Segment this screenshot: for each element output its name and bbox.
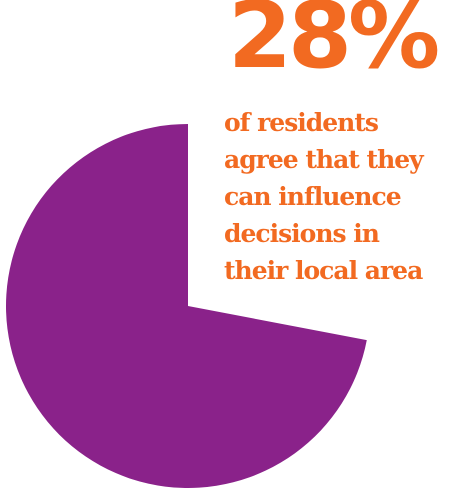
pie-slice (6, 124, 367, 488)
caption-line: decisions in (224, 219, 380, 248)
caption-line: of residents (224, 108, 379, 137)
caption: of residents agree that they can influen… (224, 104, 458, 289)
headline-percentage: 28% (228, 0, 440, 89)
caption-line: their local area (224, 256, 423, 285)
pie-slices (6, 124, 367, 488)
caption-line: agree that they (224, 145, 424, 174)
caption-line: can influence (224, 182, 402, 211)
